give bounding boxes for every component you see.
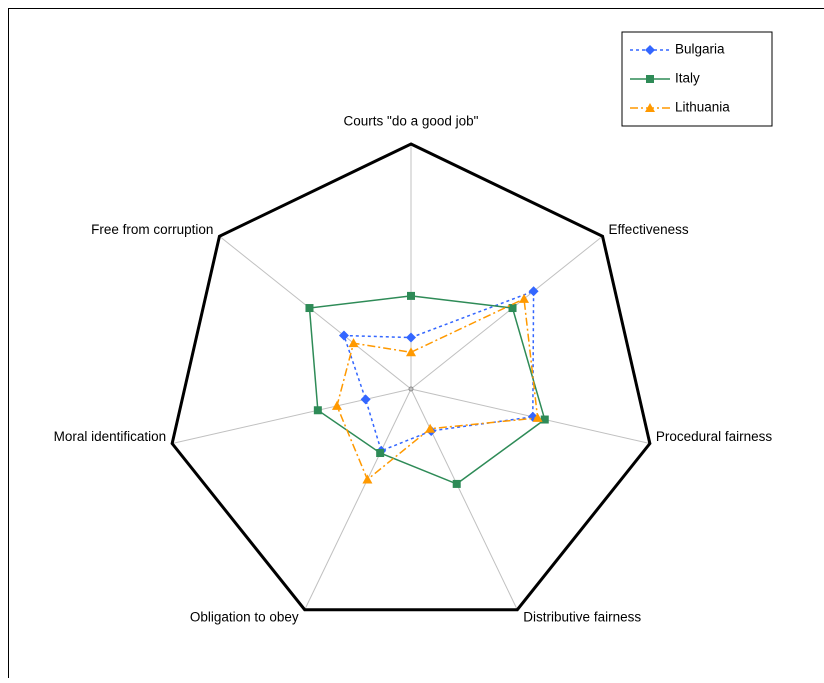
marker [349, 338, 359, 347]
marker [361, 394, 371, 404]
axis-label: Obligation to obey [190, 609, 299, 624]
axis-label: Procedural fairness [656, 429, 773, 444]
spoke [219, 236, 411, 389]
legend-label: Bulgaria [675, 42, 725, 57]
marker [376, 449, 384, 457]
marker [314, 406, 322, 414]
marker [305, 304, 313, 312]
marker [407, 292, 415, 300]
marker [406, 333, 416, 343]
marker [519, 294, 529, 303]
marker [339, 331, 349, 341]
spoke [305, 389, 411, 610]
marker [425, 424, 435, 433]
series-line [337, 299, 538, 480]
legend-label: Lithuania [675, 100, 730, 115]
series-line [309, 296, 544, 484]
axis-label: Moral identification [54, 429, 167, 444]
spoke [172, 389, 411, 444]
marker [541, 416, 549, 424]
marker [453, 480, 461, 488]
series-line [344, 291, 534, 451]
marker [509, 304, 517, 312]
axis-label: Effectiveness [609, 222, 689, 237]
axis-label: Distributive fairness [523, 609, 641, 624]
marker [529, 286, 539, 296]
marker [406, 347, 416, 356]
legend: Bulgaria Italy Lithuania [622, 32, 772, 126]
axis-label: Free from corruption [91, 222, 213, 237]
spoke [411, 236, 603, 389]
marker [646, 75, 654, 83]
legend-label: Italy [675, 71, 700, 86]
axis-label: Courts "do a good job" [344, 114, 479, 129]
spoke [411, 389, 517, 610]
